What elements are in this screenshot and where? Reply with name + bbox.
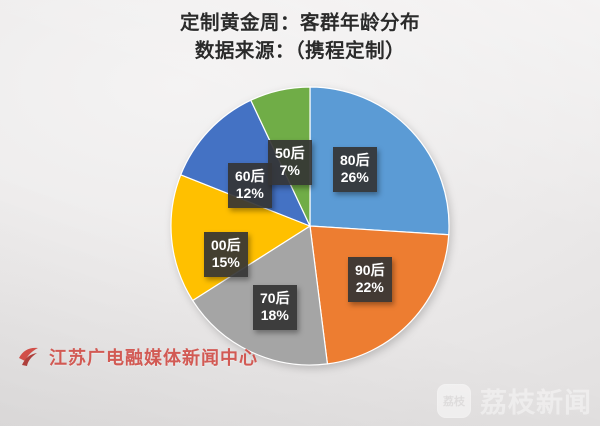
chart-subtitle-line-2: 数据来源：（携程定制） — [194, 40, 406, 62]
pie-chart-svg — [170, 86, 450, 366]
pie-label-50hou-category: 50后 — [275, 145, 305, 161]
pie-label-80hou-category: 80后 — [340, 152, 370, 168]
pie-label-70hou-percent: 18% — [260, 307, 289, 323]
pie-label-60hou-percent: 12% — [235, 185, 264, 201]
watermark-right-text: 荔枝新闻 — [480, 388, 592, 418]
pie-label-90hou: 90后 22% — [348, 257, 392, 302]
pie-label-90hou-category: 90后 — [355, 262, 385, 278]
watermark-left-text: 江苏广电融媒体新闻中心 — [49, 348, 258, 368]
chart-title-line-1: 定制黄金周：客群年龄分布 — [179, 12, 420, 34]
pie-label-00hou: 00后 15% — [204, 232, 248, 277]
pie-label-80hou: 80后 26% — [333, 147, 377, 192]
pie-label-80hou-percent: 26% — [340, 169, 369, 185]
pie-label-60hou-category: 60后 — [235, 168, 265, 184]
chart-title-block: 定制黄金周：客群年龄分布 数据来源：（携程定制） — [0, 9, 600, 65]
pie-label-70hou-category: 70后 — [260, 290, 290, 306]
pie-label-00hou-percent: 15% — [211, 254, 240, 270]
lizhi-news-logo-icon: 荔枝 — [437, 383, 471, 418]
pie-label-50hou: 50后 7% — [268, 140, 312, 185]
pie-label-50hou-percent: 7% — [279, 162, 300, 178]
pie-label-70hou: 70后 18% — [253, 285, 297, 330]
pie-label-60hou: 60后 12% — [228, 163, 272, 208]
pie-label-00hou-category: 00后 — [211, 237, 241, 253]
watermark-right: 荔枝 荔枝新闻 — [437, 381, 592, 420]
jiangsu-broadcast-logo-icon — [16, 344, 42, 370]
pie-chart — [170, 86, 450, 366]
watermark-left: 江苏广电融媒体新闻中心 — [16, 344, 258, 370]
pie-slice-80后 — [309, 86, 450, 236]
pie-label-90hou-percent: 22% — [355, 279, 384, 295]
